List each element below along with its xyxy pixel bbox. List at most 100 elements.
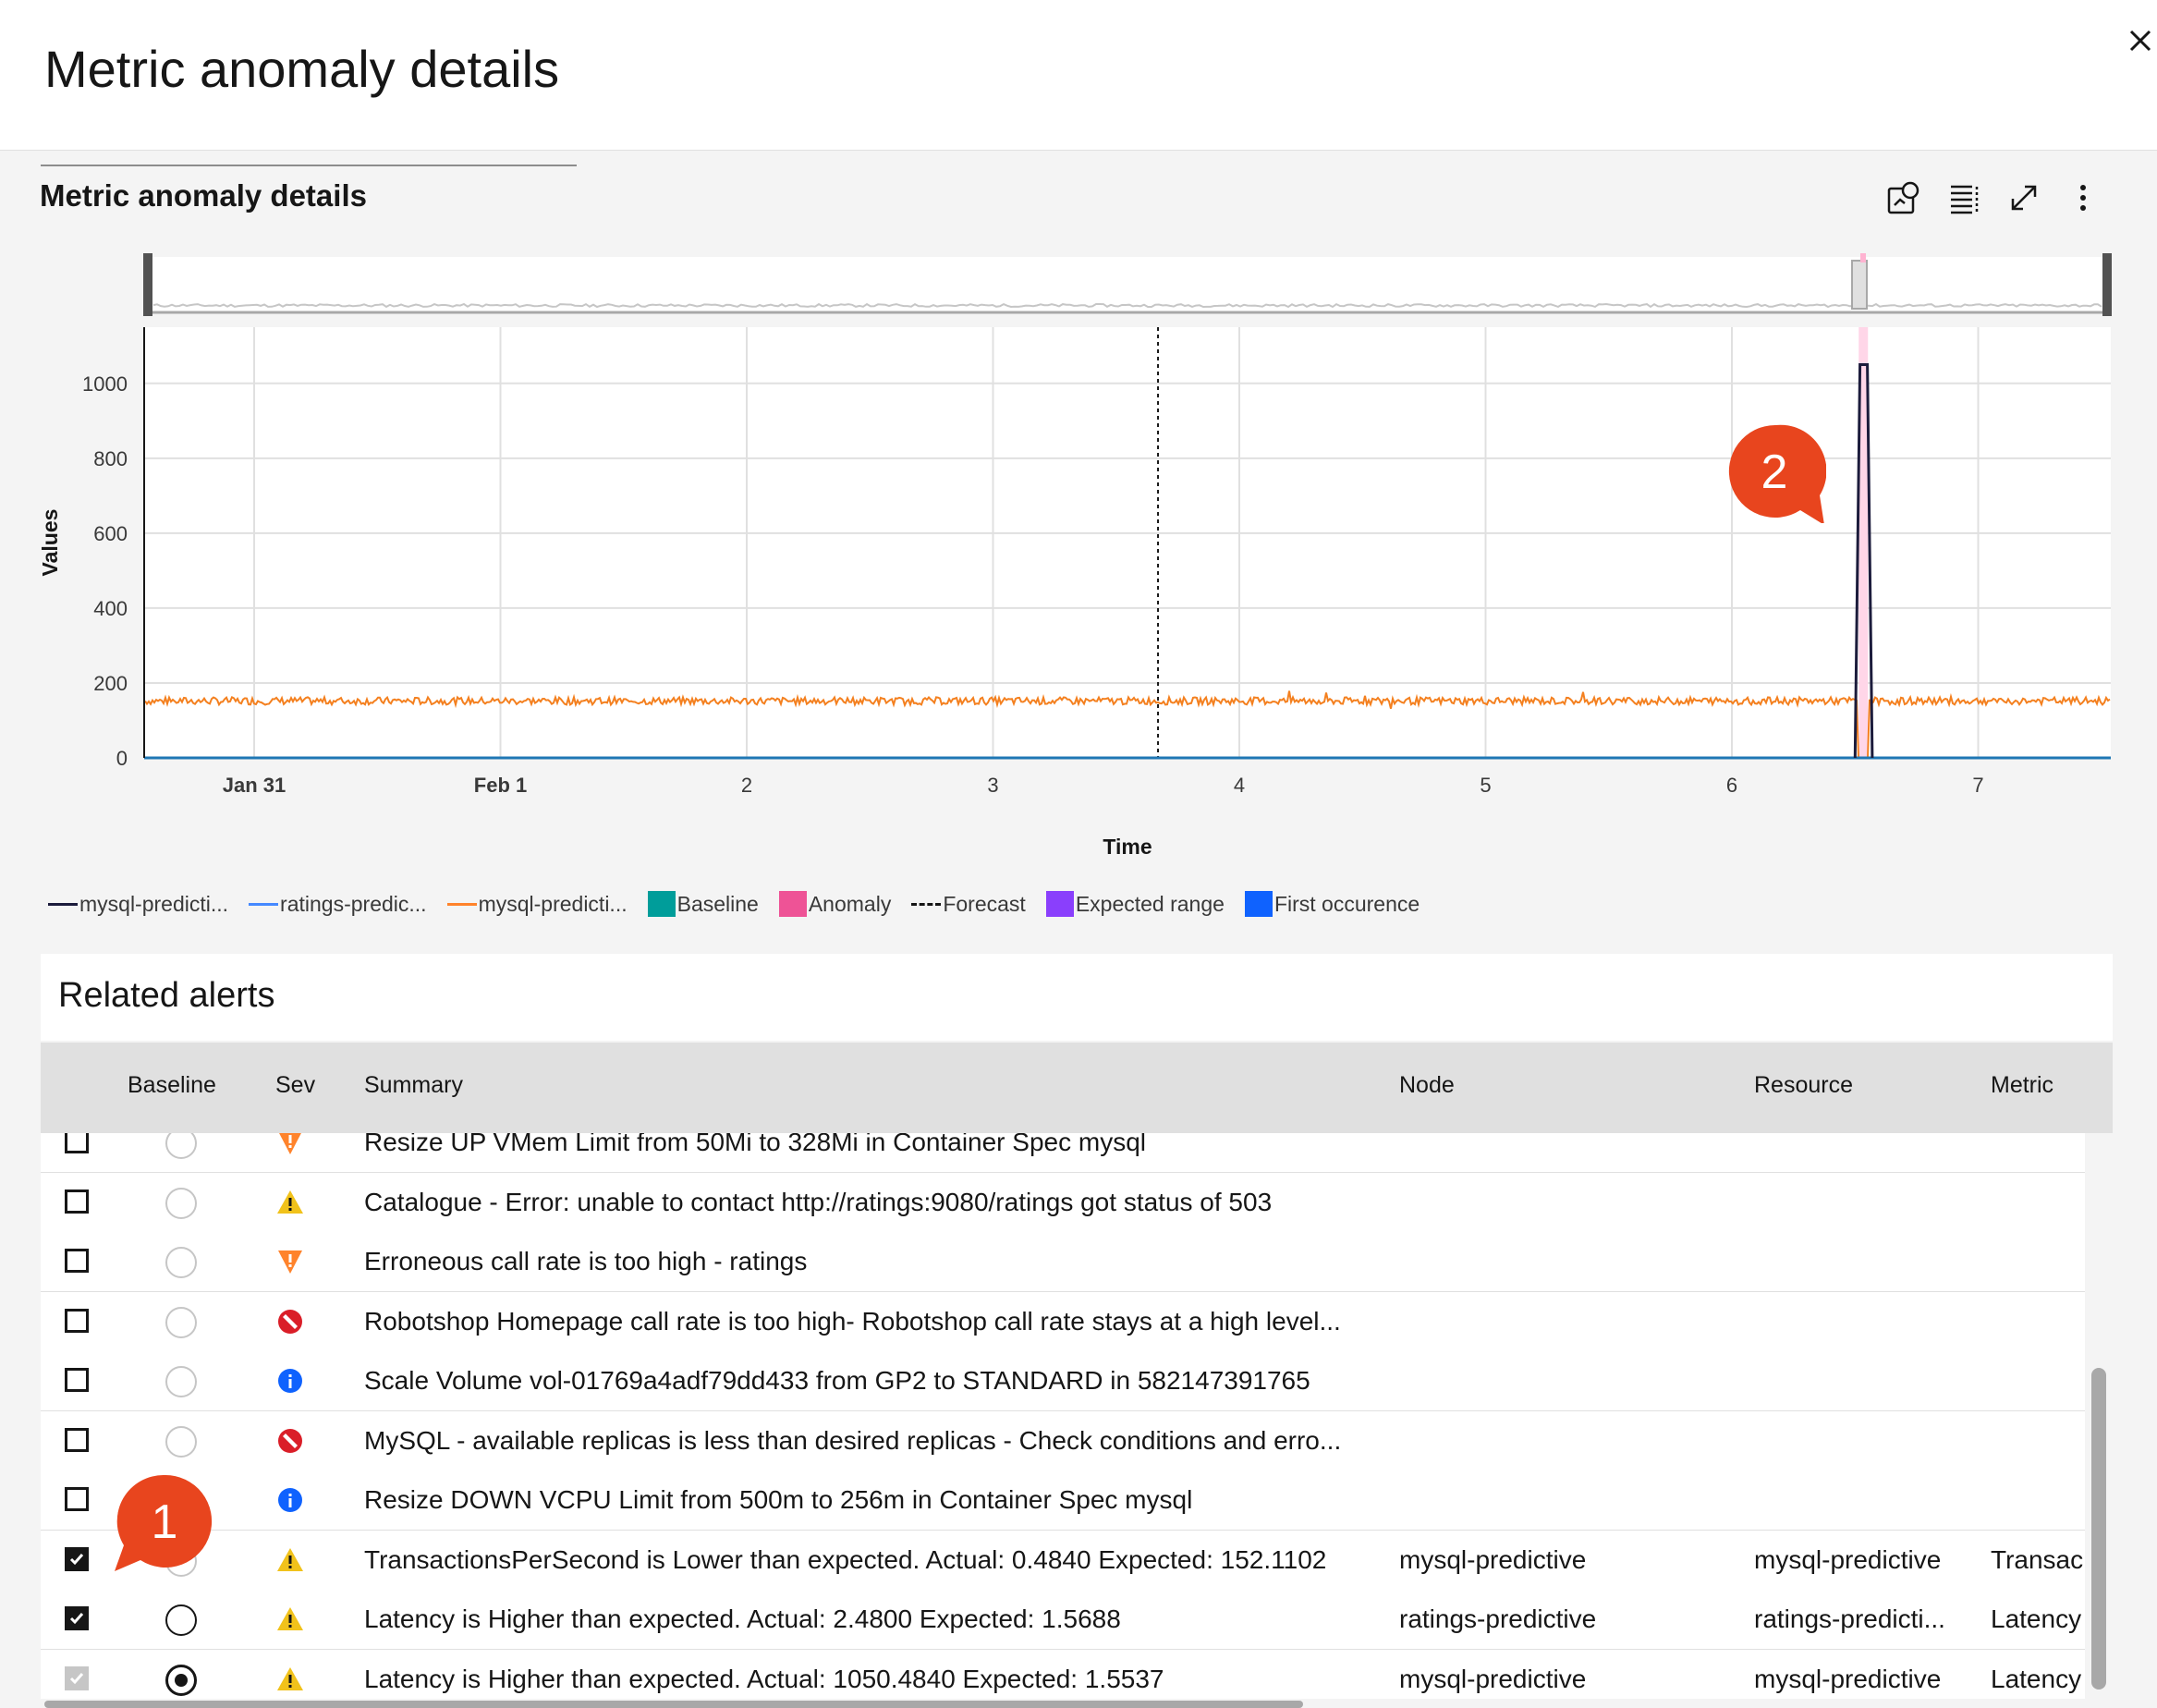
legend-label: mysql-predicti... bbox=[478, 891, 628, 916]
table-row[interactable]: Resize UP VMem Limit from 50Mi to 328Mi … bbox=[41, 1133, 2085, 1173]
critical-icon bbox=[278, 1428, 302, 1453]
page-title: Metric anomaly details bbox=[44, 40, 560, 98]
column-header-node[interactable]: Node bbox=[1399, 1072, 1455, 1098]
table-row[interactable]: Catalogue - Error: unable to contact htt… bbox=[41, 1172, 2085, 1233]
alerts-table-body: Resize UP VMem Limit from 50Mi to 328Mi … bbox=[41, 1133, 2085, 1699]
maximize-icon bbox=[2011, 185, 2037, 211]
table-row[interactable]: Latency is Higher than expected. Actual:… bbox=[41, 1649, 2085, 1699]
metric-chart: 0 200 400 600 800 1000 Jan 31 Feb 1 2 3 4 5 6 7 Valu… bbox=[38, 253, 2112, 859]
severity-indicator bbox=[276, 1665, 304, 1693]
row-checkbox[interactable] bbox=[65, 1249, 89, 1273]
legend-swatch bbox=[249, 902, 279, 906]
legend-item[interactable]: mysql-predicti... bbox=[48, 892, 228, 917]
tab-underline bbox=[41, 165, 577, 166]
column-header-resource[interactable]: Resource bbox=[1754, 1072, 1853, 1098]
info-icon bbox=[278, 1488, 302, 1512]
zoom-handle-right[interactable] bbox=[2102, 253, 2112, 316]
row-checkbox[interactable] bbox=[65, 1665, 89, 1690]
checkmark-icon bbox=[69, 1613, 84, 1625]
legend-item[interactable]: Baseline bbox=[647, 891, 759, 917]
legend-swatch bbox=[1244, 891, 1273, 917]
annotate-button[interactable] bbox=[1878, 172, 1930, 224]
legend-item[interactable]: Anomaly bbox=[778, 891, 892, 917]
severity-indicator bbox=[276, 1546, 304, 1574]
metric-cell bbox=[1991, 1411, 2083, 1470]
node-cell: mysql-predictive bbox=[1399, 1544, 1587, 1574]
table-row[interactable]: Robotshop Homepage call rate is too high… bbox=[41, 1291, 2085, 1352]
severity-indicator bbox=[276, 1605, 304, 1633]
row-checkbox[interactable] bbox=[65, 1368, 89, 1392]
metric-cell bbox=[1991, 1173, 2083, 1232]
row-checkbox[interactable] bbox=[65, 1546, 89, 1571]
maximize-button[interactable] bbox=[1998, 172, 2050, 224]
checkmark-icon bbox=[69, 1672, 84, 1684]
zoom-handle-left[interactable] bbox=[143, 253, 152, 316]
table-row[interactable]: MySQL - available replicas is less than … bbox=[41, 1410, 2085, 1471]
baseline-radio[interactable] bbox=[165, 1133, 197, 1159]
summary-cell: Resize DOWN VCPU Limit from 500m to 256m… bbox=[364, 1485, 1193, 1514]
severity-indicator bbox=[276, 1486, 304, 1514]
table-row[interactable]: TransactionsPerSecond is Lower than expe… bbox=[41, 1530, 2085, 1591]
table-row[interactable]: Resize DOWN VCPU Limit from 500m to 256m… bbox=[41, 1470, 2085, 1531]
legend-swatch bbox=[778, 891, 807, 917]
table-row[interactable]: Scale Volume vol-01769a4adf79dd433 from … bbox=[41, 1351, 2085, 1411]
legend-swatch bbox=[48, 902, 78, 906]
baseline-radio[interactable] bbox=[165, 1604, 197, 1636]
node-cell bbox=[1399, 1232, 1741, 1291]
close-icon bbox=[2129, 30, 2151, 52]
y-tick-label: 0 bbox=[116, 747, 128, 770]
column-header-summary[interactable]: Summary bbox=[364, 1072, 463, 1098]
vertical-scrollbar-thumb[interactable] bbox=[2091, 1368, 2106, 1690]
row-checkbox[interactable] bbox=[65, 1427, 89, 1452]
column-header-sev[interactable]: Sev bbox=[275, 1072, 316, 1098]
legend-label: ratings-predic... bbox=[280, 891, 427, 916]
baseline-radio[interactable] bbox=[165, 1425, 197, 1458]
y-tick-label: 400 bbox=[93, 597, 128, 620]
related-alerts-card bbox=[41, 954, 2113, 1041]
legend-swatch bbox=[446, 902, 477, 906]
row-checkbox[interactable] bbox=[65, 1487, 89, 1511]
baseline-radio[interactable] bbox=[165, 1366, 197, 1397]
row-checkbox[interactable] bbox=[65, 1133, 89, 1153]
table-row[interactable]: Latency is Higher than expected. Actual:… bbox=[41, 1590, 2085, 1650]
horizontal-scrollbar-thumb[interactable] bbox=[44, 1701, 1303, 1708]
y-tick-label: 600 bbox=[93, 522, 128, 545]
baseline-radio[interactable] bbox=[165, 1664, 197, 1696]
callout-badge-1: 1 bbox=[115, 1474, 213, 1571]
legend-item[interactable]: Forecast bbox=[911, 892, 1026, 917]
node-cell bbox=[1399, 1173, 1741, 1232]
x-tick-label: 6 bbox=[1726, 774, 1737, 797]
row-checkbox[interactable] bbox=[65, 1308, 89, 1333]
column-header-baseline[interactable]: Baseline bbox=[128, 1072, 216, 1098]
critical-icon bbox=[278, 1309, 302, 1334]
table-view-button[interactable] bbox=[1939, 172, 1991, 224]
baseline-radio[interactable] bbox=[165, 1306, 197, 1338]
table-row[interactable]: Erroneous call rate is too high - rating… bbox=[41, 1232, 2085, 1292]
legend-label: Anomaly bbox=[808, 891, 892, 916]
summary-cell: Scale Volume vol-01769a4adf79dd433 from … bbox=[364, 1366, 1310, 1395]
warning-icon bbox=[277, 1190, 303, 1214]
baseline-radio[interactable] bbox=[165, 1187, 197, 1219]
overflow-menu-button[interactable] bbox=[2057, 172, 2109, 224]
row-checkbox[interactable] bbox=[65, 1606, 89, 1630]
legend-item[interactable]: mysql-predicti... bbox=[446, 891, 628, 917]
severity-indicator bbox=[276, 1133, 304, 1156]
zoom-bar[interactable] bbox=[146, 257, 2109, 312]
legend-label: Expected range bbox=[1075, 891, 1225, 916]
severity-indicator bbox=[276, 1189, 304, 1216]
chart-legend: mysql-predicti... ratings-predic... mysql-… bbox=[48, 885, 1440, 922]
node-cell: mysql-predictive bbox=[1399, 1664, 1587, 1693]
y-tick-label: 800 bbox=[93, 447, 128, 470]
close-button[interactable] bbox=[2124, 20, 2157, 57]
severity-indicator bbox=[276, 1427, 304, 1455]
column-header-metric[interactable]: Metric bbox=[1991, 1072, 2054, 1098]
legend-item[interactable]: Expected range bbox=[1045, 891, 1225, 917]
legend-item[interactable]: ratings-predic... bbox=[249, 892, 427, 917]
legend-item[interactable]: First occurence bbox=[1244, 891, 1420, 917]
metric-cell: Transac bbox=[1991, 1544, 2083, 1574]
zoom-anomaly-marker bbox=[1851, 260, 1868, 310]
row-checkbox[interactable] bbox=[65, 1189, 89, 1214]
resource-cell: ratings-predicti... bbox=[1754, 1604, 1945, 1633]
plot-area bbox=[144, 327, 2111, 758]
baseline-radio[interactable] bbox=[165, 1247, 197, 1278]
